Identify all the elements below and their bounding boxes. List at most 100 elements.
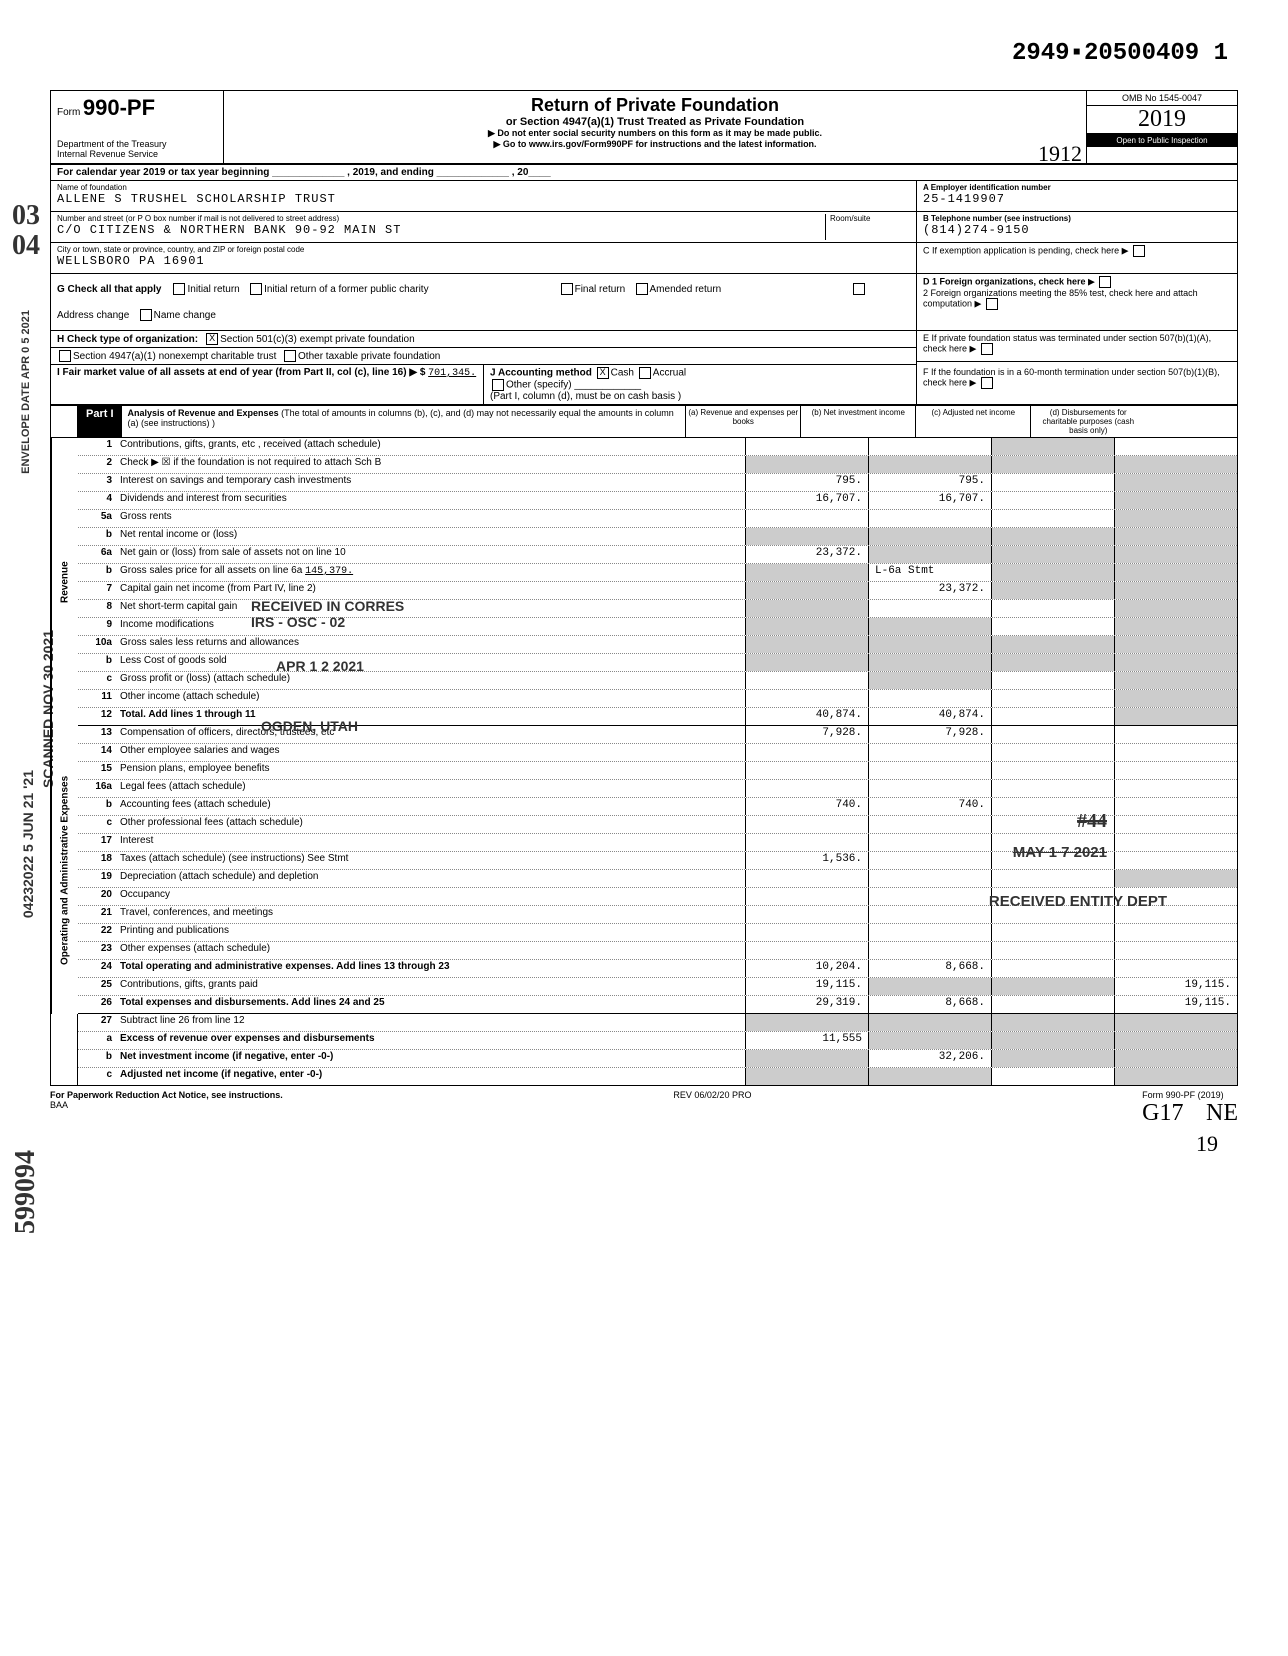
c-checkbox[interactable] [1133,245,1145,257]
irs-label: Internal Revenue Service [57,149,217,159]
form-number-prefix: Form [57,107,80,118]
phone-value: (814)274-9150 [923,223,1231,237]
revenue-vlabel: Revenue [51,438,78,726]
d2-checkbox[interactable] [986,298,998,310]
line-13-desc: Compensation of officers, directors, tru… [116,726,745,743]
dept-treasury: Department of the Treasury [57,139,217,149]
line-22-desc: Printing and publications [116,924,745,941]
line-10c-desc: Gross profit or (loss) (attach schedule) [116,672,745,689]
form-number: 990-PF [83,95,155,120]
line-16c-desc: Other professional fees (attach schedule… [116,816,745,833]
g-former-checkbox[interactable] [250,283,262,295]
line-13-a: 7,928. [745,726,868,743]
part1-table: Revenue 1Contributions, gifts, grants, e… [50,438,1238,1086]
d1-checkbox[interactable] [1099,276,1111,288]
line-25-d: 19,115. [1114,978,1237,995]
line-26-a: 29,319. [745,996,868,1013]
form-instr-2: ▶ Go to www.irs.gov/Form990PF for instru… [228,139,1082,150]
line-11-desc: Other income (attach schedule) [116,690,745,707]
rev-label: REV 06/02/20 PRO [673,1090,751,1127]
line-2-desc: Check ▶ ☒ if the foundation is not requi… [116,456,745,473]
line-17-desc: Interest [116,834,745,851]
line-4-b: 16,707. [868,492,991,509]
h-other-checkbox[interactable] [284,350,296,362]
addr-label: Number and street (or P O box number if … [57,214,825,223]
line-10a-desc: Gross sales less returns and allowances [116,636,745,653]
line-12-a: 40,874. [745,708,868,725]
foundation-city: WELLSBORO PA 16901 [57,254,910,268]
line-26-d: 19,115. [1114,996,1237,1013]
line-13-b: 7,928. [868,726,991,743]
g-amended-checkbox[interactable] [636,283,648,295]
line-27b-desc: Net investment income (if negative, ente… [116,1050,745,1067]
line-14-desc: Other employee salaries and wages [116,744,745,761]
line-16a-desc: Legal fees (attach schedule) [116,780,745,797]
d1-label: D 1 Foreign organizations, check here [923,276,1086,286]
h-label: H Check type of organization: [57,334,198,345]
j-accrual-checkbox[interactable] [639,367,651,379]
line-16b-desc: Accounting fees (attach schedule) [116,798,745,815]
hand-g17: G17 [1142,1100,1183,1126]
i-value: 701,345. [428,368,476,379]
baa-label: BAA [50,1100,68,1110]
line-10b-desc: Less Cost of goods sold [116,654,745,671]
ein-value: 25-1419907 [923,192,1231,206]
g-opt-0: Initial return [187,284,239,295]
foundation-name: ALLENE S TRUSHEL SCHOLARSHIP TRUST [57,192,910,206]
line-5b-desc: Net rental income or (loss) [116,528,745,545]
h-e-row: H Check type of organization: XSection 5… [50,331,1238,365]
j-other-checkbox[interactable] [492,379,504,391]
e-checkbox[interactable] [981,343,993,355]
tax-year: 2019 [1087,106,1237,134]
g-opt-4: Address change [57,310,129,321]
col-b-header: (b) Net investment income [800,406,915,437]
g-namechange-checkbox[interactable] [140,309,152,321]
g-initial-checkbox[interactable] [173,283,185,295]
form-instr-1: ▶ Do not enter social security numbers o… [228,128,1082,139]
j-label: J Accounting method [490,368,592,379]
form-subtitle: or Section 4947(a)(1) Trust Treated as P… [228,116,1082,128]
opex-vlabel: Operating and Administrative Expenses [51,726,78,1014]
j-accrual: Accrual [653,368,686,379]
line-20-desc: Occupancy [116,888,745,905]
line-9-desc: Income modifications [116,618,745,635]
inspection-label: Open to Public Inspection [1087,134,1237,147]
j-cash: Cash [611,368,634,379]
form-header: Form 990-PF Department of the Treasury I… [50,90,1238,165]
footer: For Paperwork Reduction Act Notice, see … [50,1086,1238,1131]
i-label: I Fair market value of all assets at end… [57,367,425,378]
line-27b-b: 32,206. [868,1050,991,1067]
j-cash-checkbox[interactable]: X [597,367,609,379]
g-opt-3: Amended return [650,284,722,295]
f-checkbox[interactable] [981,377,993,389]
line-3-a: 795. [745,474,868,491]
line-27c-desc: Adjusted net income (if negative, enter … [116,1068,745,1085]
h-501c3-checkbox[interactable]: X [206,333,218,345]
line-27a-a: 11,555 [745,1032,868,1049]
line-6a-desc: Net gain or (loss) from sale of assets n… [116,546,745,563]
line-16b-b: 740. [868,798,991,815]
line-23-desc: Other expenses (attach schedule) [116,942,745,959]
line-26-b: 8,668. [868,996,991,1013]
line-3-b: 795. [868,474,991,491]
h-4947-checkbox[interactable] [59,350,71,362]
line-4-desc: Dividends and interest from securities [116,492,745,509]
scan-number-stamp: 04232022 5 JUN 21 '21 [20,770,36,918]
g-label: G Check all that apply [57,284,161,295]
line-27a-desc: Excess of revenue over expenses and disb… [116,1032,745,1049]
g-final-checkbox[interactable] [561,283,573,295]
hand-19: 19 [50,1131,1238,1157]
phone-label: B Telephone number (see instructions) [923,214,1231,223]
line-6a-a: 23,372. [745,546,868,563]
line-15-desc: Pension plans, employee benefits [116,762,745,779]
g-address-checkbox[interactable] [853,283,865,295]
g-opt-1: Initial return of a former public charit… [264,284,429,295]
line-3-desc: Interest on savings and temporary cash i… [116,474,745,491]
i-j-f-row: I Fair market value of all assets at end… [50,365,1238,406]
col-a-header: (a) Revenue and expenses per books [685,406,800,437]
g-opt-5: Name change [154,310,216,321]
part1-title: Analysis of Revenue and Expenses [128,408,279,418]
h-opt-3: Other taxable private foundation [298,351,440,362]
hand-ne: NE [1206,1100,1238,1126]
name-label: Name of foundation [57,183,910,192]
